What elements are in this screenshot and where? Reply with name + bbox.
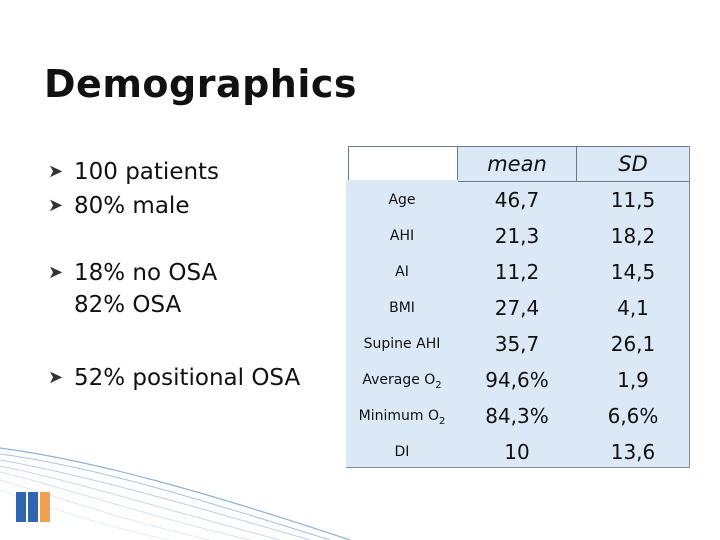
cell-mean: 10 bbox=[504, 440, 530, 464]
row-label-minimum-o2: Minimum O2 bbox=[346, 398, 458, 434]
cell-mean: 21,3 bbox=[494, 224, 540, 248]
bullet-icon: ➤ bbox=[48, 161, 64, 182]
row-label-ahi: AHI bbox=[389, 228, 415, 244]
cell-sd: 1,9 bbox=[617, 368, 649, 392]
cell-sd: 26,1 bbox=[610, 332, 656, 356]
row-label-di: DI bbox=[394, 444, 410, 460]
row-label-text: Minimum O bbox=[358, 408, 439, 424]
bullet-icon: ➤ bbox=[48, 195, 64, 216]
cell-sd: 18,2 bbox=[610, 224, 656, 248]
row-label-column bbox=[346, 180, 458, 468]
cell-mean: 27,4 bbox=[494, 296, 540, 320]
logo-bar-blue bbox=[16, 492, 26, 522]
bullet-icon: ➤ bbox=[48, 262, 64, 283]
logo-bar-orange bbox=[40, 492, 50, 522]
cell-sd: 6,6% bbox=[607, 404, 659, 428]
cell-mean: 84,3% bbox=[485, 404, 549, 428]
header-mean: mean bbox=[457, 146, 577, 182]
table-header-corner bbox=[348, 146, 458, 182]
table-bottom-border bbox=[346, 467, 690, 468]
row-label-subscript: 2 bbox=[438, 415, 446, 427]
cell-sd: 4,1 bbox=[617, 296, 649, 320]
bullet-text: 18% no OSA bbox=[74, 260, 218, 286]
row-label-ai: AI bbox=[395, 264, 409, 280]
cell-sd: 13,6 bbox=[610, 440, 656, 464]
bullet-text: 80% male bbox=[74, 193, 190, 219]
cell-sd: 11,5 bbox=[610, 188, 656, 212]
slide-title: Demographics bbox=[44, 62, 358, 106]
decorative-swirl-lines bbox=[0, 447, 351, 540]
cell-mean: 35,7 bbox=[494, 332, 540, 356]
logo-bar-blue bbox=[28, 492, 38, 522]
table-right-border bbox=[689, 146, 690, 468]
row-label-supine-ahi: Supine AHI bbox=[363, 336, 441, 352]
bullet-text: 52% positional OSA bbox=[74, 365, 301, 391]
bullet-text-line2: 82% OSA bbox=[74, 292, 182, 318]
header-sd: SD bbox=[576, 146, 690, 182]
cell-sd: 14,5 bbox=[610, 260, 656, 284]
cell-mean: 11,2 bbox=[494, 260, 540, 284]
demographics-table: mean SD Age 46,7 11,5 AHI 21,3 18,2 AI 1… bbox=[346, 146, 690, 468]
cell-mean: 46,7 bbox=[494, 188, 540, 212]
bullet-icon: ➤ bbox=[48, 367, 64, 388]
bullet-text: 100 patients bbox=[74, 159, 220, 185]
row-label-average-o2: Average O2 bbox=[346, 362, 458, 398]
cell-mean: 94,6% bbox=[485, 368, 549, 392]
row-label-bmi: BMI bbox=[389, 300, 415, 316]
row-label-text: Average O bbox=[362, 372, 436, 388]
row-label-subscript: 2 bbox=[435, 379, 442, 391]
row-label-age: Age bbox=[388, 192, 416, 208]
